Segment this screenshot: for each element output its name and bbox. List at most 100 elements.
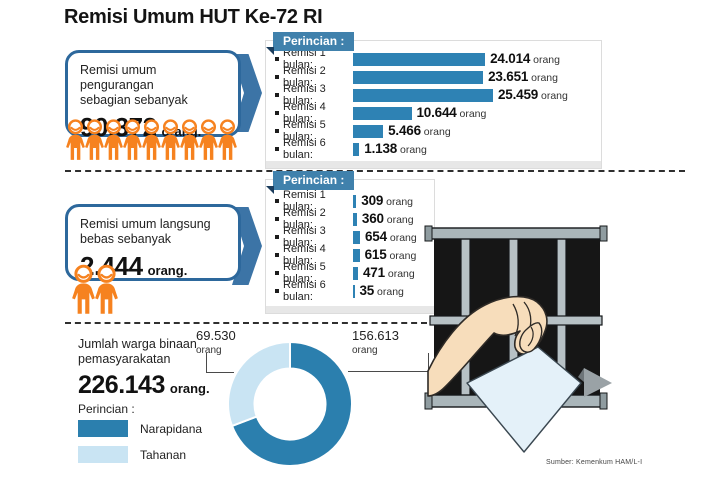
person-icon — [72, 264, 95, 314]
person-icon — [199, 119, 218, 160]
remisi-row: Remisi 5 bulan: 471 orang — [274, 261, 432, 285]
hand-icon — [427, 295, 548, 397]
callout-value: 156.613 — [352, 328, 399, 343]
value-bar — [353, 88, 493, 102]
bullet-icon — [275, 129, 279, 133]
row-value: 35 orang — [359, 283, 404, 298]
leader-line — [206, 353, 234, 373]
row-label: Remisi 3 bulan: — [283, 83, 326, 107]
bullet-icon — [275, 217, 279, 221]
row-value: 360 orang — [361, 211, 414, 226]
row-label: Remisi 1 bulan: — [283, 189, 326, 213]
person-icon — [161, 119, 180, 160]
value-bar — [353, 230, 360, 244]
prison-illustration — [424, 225, 612, 453]
remisi-row: Remisi 3 bulan: 654 orang — [274, 225, 432, 249]
remisi-row: Remisi 6 bulan: 1.138 orang — [274, 137, 599, 161]
bullet-icon — [275, 147, 279, 151]
remisi-row: Remisi 5 bulan: 5.466 orang — [274, 119, 599, 143]
row-label: Remisi 6 bulan: — [283, 279, 326, 303]
people-icons-row — [72, 262, 118, 315]
summary-unit: orang. — [147, 263, 188, 278]
summary-text: bebas sebanyak — [80, 232, 172, 246]
value-bar — [353, 70, 484, 84]
legend-item-tahanan: Tahanan — [78, 446, 202, 463]
donut-slice-tahanan — [227, 340, 291, 428]
row-value: 5.466 orang — [388, 123, 451, 138]
bullet-icon — [275, 235, 279, 239]
source-credit: Sumber: Kemenkum HAM/L-I — [546, 459, 643, 466]
row-label: Remisi 5 bulan: — [283, 261, 326, 285]
perincian-label: Perincian : — [78, 402, 135, 416]
detail-panel-langsung-bebas: Perincian : Remisi 1 bulan: 309 orang Remi… — [265, 171, 435, 314]
bullet-icon — [275, 289, 279, 293]
bullet-icon — [275, 199, 279, 203]
donut-slice-narapidana — [230, 340, 353, 467]
row-value: 654 orang — [365, 229, 417, 244]
bullet-icon — [275, 93, 279, 97]
value-bar — [353, 212, 357, 226]
row-value: 1.138 orang — [364, 141, 427, 156]
remisi-row: Remisi 3 bulan: 25.459 orang — [274, 83, 599, 107]
person-icon — [180, 119, 199, 160]
dashed-divider — [65, 170, 685, 172]
page-title: Remisi Umum HUT Ke-72 RI — [64, 6, 323, 28]
person-icon — [85, 119, 104, 160]
value-bar — [353, 194, 357, 208]
remisi-row: Remisi 4 bulan: 615 orang — [274, 243, 432, 267]
summary-text: Remisi umum langsung — [80, 217, 211, 231]
legend-label: Narapidana — [140, 421, 203, 436]
summary-box-langsung-bebas: Remisi umum langsung bebas sebanyak 2.44… — [65, 204, 241, 281]
legend-label: Tahanan — [140, 447, 187, 462]
row-label: Remisi 5 bulan: — [283, 119, 326, 143]
remisi-row: Remisi 4 bulan: 10.644 orang — [274, 101, 599, 125]
value-bar — [353, 284, 355, 298]
row-label: Remisi 2 bulan: — [283, 207, 326, 231]
bullet-icon — [275, 111, 279, 115]
value-bar — [353, 52, 486, 66]
dashed-divider — [65, 322, 427, 324]
callout-tahanan: 69.530 orang — [196, 329, 236, 357]
value-bar — [353, 124, 384, 138]
summary-text: sebagian sebanyak — [80, 93, 188, 107]
row-label: Remisi 4 bulan: — [283, 243, 326, 267]
perincian-label: Perincian : — [283, 173, 345, 187]
callout-unit: orang — [352, 345, 378, 356]
donut-legend: Narapidana Tahanan — [78, 420, 202, 463]
perincian-label: Perincian : — [283, 34, 345, 48]
row-value: 615 orang — [364, 247, 417, 262]
row-value: 23.651 orang — [488, 69, 558, 84]
remisi-row: Remisi 2 bulan: 360 orang — [274, 207, 432, 231]
warga-binaan-value: 226.143 — [78, 371, 165, 399]
row-label: Remisi 6 bulan: — [283, 137, 326, 161]
row-label: Remisi 4 bulan: — [283, 101, 326, 125]
remisi-row: Remisi 6 bulan: 35 orang — [274, 279, 432, 303]
person-icon — [95, 264, 118, 314]
bullet-icon — [275, 57, 279, 61]
person-icon — [104, 119, 123, 160]
person-icon — [66, 119, 85, 160]
legend-item-narapidana: Narapidana — [78, 420, 202, 437]
value-bar — [353, 106, 412, 120]
remisi-row: Remisi 1 bulan: 309 orang — [274, 189, 432, 213]
bullet-icon — [275, 271, 279, 275]
callout-narapidana: 156.613 orang — [352, 329, 399, 357]
row-label: Remisi 3 bulan: — [283, 225, 326, 249]
people-icons-row — [66, 117, 237, 161]
person-icon — [142, 119, 161, 160]
remisi-bar-list: Remisi 1 bulan: 309 orang Remisi 2 bulan: 3… — [274, 189, 432, 303]
row-value: 309 orang — [361, 193, 414, 208]
warga-binaan-unit: orang. — [169, 381, 210, 396]
perincian-badge: Perincian : — [266, 171, 355, 194]
bullet-icon — [275, 75, 279, 79]
callout-value: 69.530 — [196, 328, 236, 343]
row-value: 24.014 orang — [490, 51, 560, 66]
badge-fold-icon — [266, 47, 274, 55]
person-icon — [123, 119, 142, 160]
release-paper — [466, 346, 582, 453]
row-label: Remisi 2 bulan: — [283, 65, 326, 89]
warga-binaan-text: pemasyarakatan — [78, 352, 171, 366]
remisi-bar-list: Remisi 1 bulan: 24.014 orang Remisi 2 bula… — [274, 47, 599, 161]
row-value: 471 orang — [363, 265, 415, 280]
warga-binaan-block: Jumlah warga binaan pemasyarakatan 226.1… — [78, 337, 210, 400]
